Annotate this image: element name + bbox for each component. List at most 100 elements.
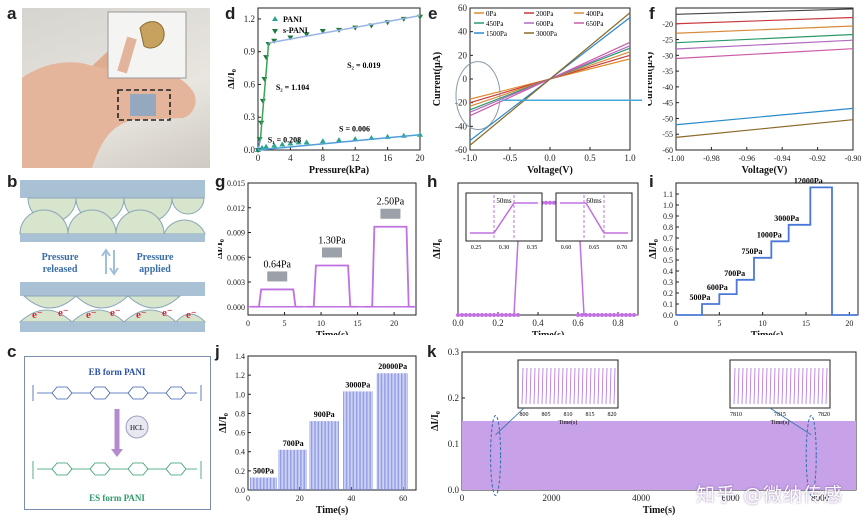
inset-cycle bbox=[589, 367, 592, 405]
pulse-sample bbox=[552, 200, 556, 205]
x-tick-label: 0 bbox=[246, 319, 250, 328]
zoom-ellipse bbox=[455, 61, 501, 131]
y-axis-label: ΔI/I₀ bbox=[648, 239, 659, 259]
fit-line-s1 bbox=[257, 138, 262, 151]
inset-cycle bbox=[581, 367, 584, 405]
x-tick-label: 0.8 bbox=[612, 318, 624, 328]
pulse-sample bbox=[604, 313, 608, 317]
inset-cycle bbox=[565, 367, 568, 405]
x-tick-label: 0.0 bbox=[452, 318, 464, 328]
inset-x-tick: 7815 bbox=[774, 412, 786, 418]
pulse-sample bbox=[620, 313, 624, 317]
y-tick-label: 0.0 bbox=[244, 145, 256, 155]
x-tick-label: 4000 bbox=[632, 493, 651, 503]
fit-line-pani bbox=[257, 133, 421, 151]
data-point-PANI bbox=[271, 142, 278, 148]
inset-cycle bbox=[757, 367, 760, 405]
y-tick-label: 0.000 bbox=[227, 303, 245, 312]
y-axis-label: ΔI/I₀ bbox=[218, 413, 229, 433]
legend-label-pani: PANI bbox=[283, 15, 302, 24]
inset-cycle bbox=[525, 367, 528, 405]
inset-cycle bbox=[541, 367, 544, 405]
data-point-s-PANI bbox=[319, 28, 326, 34]
fit-line-s3 bbox=[268, 14, 421, 44]
y-tick-label: -45 bbox=[662, 99, 673, 108]
x-axis-label: Time(s) bbox=[532, 330, 565, 335]
pulse-sample bbox=[544, 200, 548, 205]
data-point-PANI bbox=[287, 140, 294, 146]
legend-label-200Pa: 200Pa bbox=[536, 10, 554, 18]
highlight-box bbox=[117, 89, 171, 121]
inset-x-tick: 0.35 bbox=[527, 245, 538, 251]
eb-form-title: EB form PANI bbox=[89, 367, 146, 377]
y-tick-label: -20 bbox=[662, 20, 673, 29]
x-tick-label: 0.2 bbox=[492, 318, 503, 328]
data-point-PANI bbox=[303, 139, 310, 145]
x-tick-label: 4 bbox=[288, 153, 293, 163]
pressure-label: 1.30Pa bbox=[318, 236, 346, 247]
pulse-sample bbox=[548, 200, 552, 205]
iv-zoom-line-3000Pa bbox=[675, 119, 854, 138]
x-tick-label: 16 bbox=[383, 153, 393, 163]
y-tick-label: -40 bbox=[662, 83, 673, 92]
legend-label-1500Pa: 1500Pa bbox=[486, 30, 508, 38]
pulse-sample bbox=[596, 313, 600, 317]
electron-3: e⁻ bbox=[86, 309, 97, 321]
x-tick-label: -1.0 bbox=[463, 153, 478, 163]
inset-cycle bbox=[601, 367, 604, 405]
y-tick-label: -60 bbox=[455, 145, 467, 155]
inset-cycle bbox=[553, 367, 556, 405]
bumps-applied bbox=[18, 295, 207, 323]
data-point-PANI bbox=[295, 139, 302, 145]
x-tick-label: -0.5 bbox=[503, 153, 518, 163]
inset-cycle bbox=[797, 367, 800, 405]
data-point-PANI bbox=[263, 143, 270, 149]
chart-g: 0 5 10 15 20 0.000 0.003 0.006 0.009 0.012 0.015 Ti… bbox=[218, 179, 417, 335]
cycling-band bbox=[462, 421, 856, 490]
y-tick-label: 1.1 bbox=[663, 190, 673, 199]
inset-x-tick: 0.30 bbox=[499, 245, 510, 251]
x-tick-label: -1.00 bbox=[668, 154, 685, 163]
slope-annotation: S₂ = 1.104 bbox=[276, 83, 309, 92]
panel-letter-c: c bbox=[7, 342, 17, 361]
iv-line-3000Pa bbox=[469, 12, 631, 146]
x-tick-label: 20 bbox=[845, 319, 853, 328]
iv-zoom-line-1500Pa bbox=[675, 107, 854, 126]
panel-letter-h: h bbox=[427, 172, 438, 191]
panel-letter-k: k bbox=[427, 342, 437, 361]
pulse-sample bbox=[576, 313, 580, 317]
y-tick-label: -50 bbox=[662, 114, 673, 123]
legend-label-400Pa: 400Pa bbox=[586, 10, 604, 18]
data-point-PANI bbox=[279, 141, 286, 147]
inset-cycle bbox=[573, 367, 576, 405]
y-tick-label: 40 bbox=[458, 27, 468, 37]
pulse-sample bbox=[476, 313, 480, 317]
sample-photo bbox=[267, 271, 288, 282]
inset-curve bbox=[470, 202, 538, 234]
panel-letter-b: b bbox=[7, 172, 18, 191]
inset-cycle bbox=[609, 367, 612, 405]
x-tick-label: -0.90 bbox=[845, 154, 862, 163]
pulse-sample bbox=[632, 313, 636, 317]
arrow-up-icon bbox=[101, 248, 111, 274]
y-tick-label: 0.4 bbox=[663, 267, 673, 276]
inset-x-tick: 0.70 bbox=[617, 245, 628, 251]
zoom-connector bbox=[495, 407, 525, 436]
inset-cycle bbox=[533, 367, 536, 405]
x-axis-label: Time(s) bbox=[316, 505, 349, 516]
legend-label-spani: s-PANI bbox=[283, 26, 308, 35]
panel-letter-d: d bbox=[225, 4, 236, 23]
fit-line-s2 bbox=[259, 43, 270, 140]
y-tick-label: 0.009 bbox=[227, 229, 245, 238]
inset-duration: 60ms bbox=[586, 197, 601, 205]
x-tick-label: 5 bbox=[283, 319, 287, 328]
pulse-sample bbox=[500, 313, 504, 317]
schematic-pressure: Pressure released Pressure applied e⁻ e⁻… bbox=[10, 180, 210, 340]
pulse-sample bbox=[480, 313, 484, 317]
top-plate-applied bbox=[20, 282, 205, 296]
y-axis-label: ΔI/I₀ bbox=[218, 239, 225, 259]
inset-cycle bbox=[593, 367, 596, 405]
x-tick-label: 8000 bbox=[811, 493, 830, 503]
y-tick-label: 0.6 bbox=[235, 429, 245, 438]
label-pressure-applied-2: applied bbox=[139, 264, 171, 275]
